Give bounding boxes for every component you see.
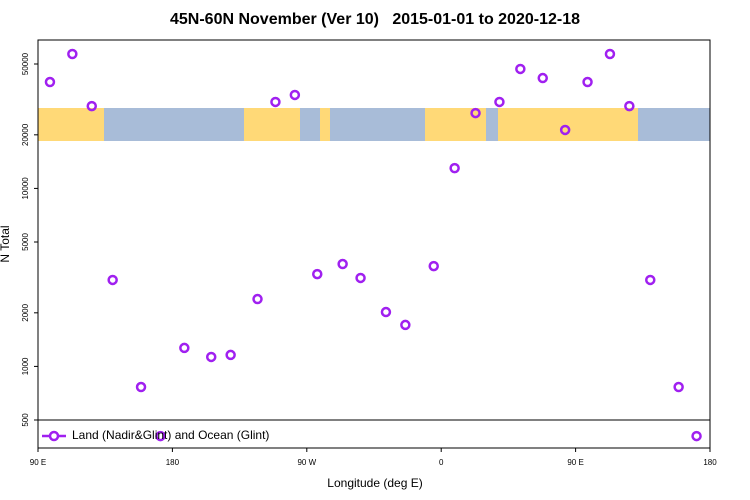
point [428,260,439,272]
point [270,96,281,108]
y-tick-label: 2000 [21,303,30,321]
point [107,274,118,286]
y-tick-label: 5000 [21,233,30,251]
point [470,107,481,119]
point [582,76,593,88]
point [604,48,616,60]
point [155,430,166,442]
point [400,319,411,331]
x-tick-label: 180 [166,458,180,467]
point [44,76,56,88]
point [135,381,147,393]
point [494,96,505,108]
y-tick-label: 20000 [21,123,30,146]
x-tick-label: 0 [439,458,444,467]
point [337,258,348,270]
point [537,72,548,84]
chart-title: 45N-60N November (Ver 10) 2015-01-01 to … [170,11,580,28]
point [179,342,190,354]
x-axis-label: Longitude (deg E) [327,476,422,490]
point [515,63,526,75]
y-axis-label: N Total [0,225,12,262]
point [289,89,301,101]
point [355,272,366,284]
point [312,268,323,280]
map-strip [38,108,710,141]
y-tick-label: 10000 [21,177,30,200]
point [624,100,635,112]
point [673,381,684,393]
point [691,430,702,442]
x-tick-label: 90 W [297,458,316,467]
legend-label: Land (Nadir&Glint) and Ocean (Glint) [72,428,269,442]
point [67,48,78,60]
point [449,162,460,174]
y-tick-label: 500 [21,413,30,427]
x-tick-label: 90 E [30,458,46,467]
point [252,293,263,305]
point [645,274,656,286]
point [205,351,217,363]
x-tick-label: 180 [703,458,717,467]
legend-marker [48,430,60,442]
point [559,124,571,136]
y-tick-label: 50000 [21,52,30,75]
point [225,349,236,361]
point [380,306,392,318]
point [86,100,98,112]
x-tick-label: 90 E [567,458,583,467]
plot-frame [37,39,711,449]
y-tick-label: 1000 [21,357,30,375]
